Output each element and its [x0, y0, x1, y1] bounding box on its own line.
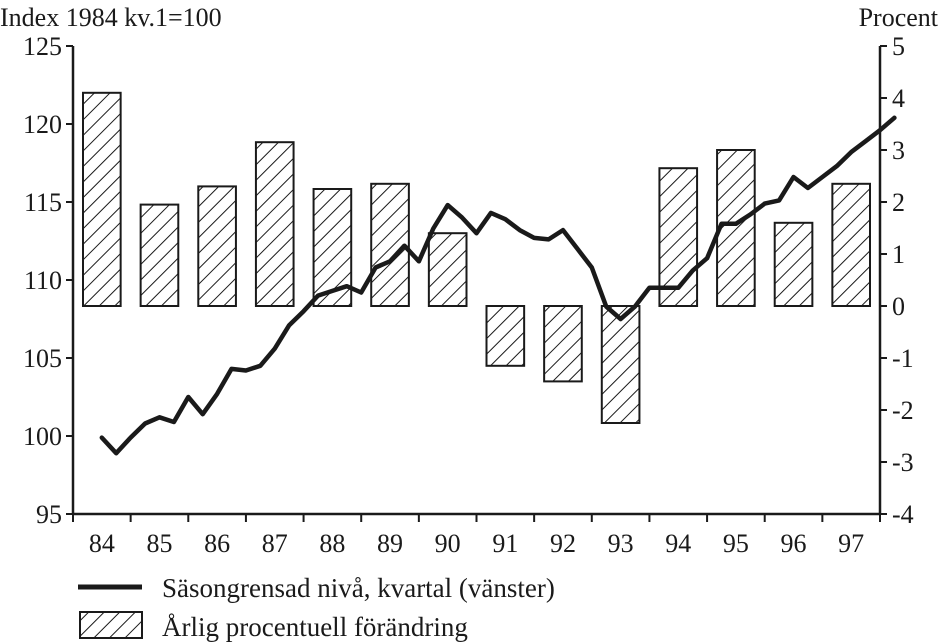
x-tick-label-90: 90 [435, 529, 461, 558]
bar-92 [543, 305, 583, 383]
legend: Säsongrensad nivå, kvartal (vänster) Årl… [78, 573, 555, 642]
left-tick-label-115: 115 [24, 188, 62, 217]
bar-97 [831, 182, 871, 307]
left-tick-label-100: 100 [23, 422, 62, 451]
x-tick-label-94: 94 [665, 529, 691, 558]
right-axis-title: Procent [859, 3, 939, 32]
bar-93 [600, 305, 641, 424]
right-tick-label--1: -1 [892, 344, 914, 373]
bar-86 [197, 185, 237, 307]
left-axis-title: Index 1984 kv.1=100 [0, 3, 222, 32]
x-tick-label-96: 96 [781, 529, 807, 558]
left-tick-label-105: 105 [23, 344, 62, 373]
left-tick-label-95: 95 [36, 500, 62, 529]
x-tick-label-86: 86 [204, 529, 230, 558]
x-tick-label-95: 95 [723, 529, 749, 558]
right-tick-label-0: 0 [892, 292, 905, 321]
right-tick-label-4: 4 [892, 84, 905, 113]
right-tick-label--2: -2 [892, 396, 914, 425]
x-tick-label-89: 89 [377, 529, 403, 558]
left-tick-label-125: 125 [23, 32, 62, 61]
bar-84 [82, 91, 122, 307]
series-line [99, 115, 897, 456]
bar-95 [716, 149, 756, 307]
right-tick-label-5: 5 [892, 32, 905, 61]
bar-88 [312, 188, 353, 307]
x-tick-label-87: 87 [262, 529, 288, 558]
x-tick-label-85: 85 [146, 529, 172, 558]
bar-96 [773, 221, 814, 307]
right-tick-label--3: -3 [892, 448, 914, 477]
right-tick-label-1: 1 [892, 240, 905, 269]
x-tick-label-88: 88 [319, 529, 345, 558]
bar-87 [254, 141, 295, 307]
legend-label-bars: Årlig procentuell förändring [162, 612, 468, 642]
right-tick-label--4: -4 [892, 500, 914, 529]
left-tick-label-120: 120 [23, 110, 62, 139]
right-tick-label-3: 3 [892, 136, 905, 165]
bar-85 [139, 203, 180, 308]
x-tick-label-92: 92 [550, 529, 576, 558]
bar-90 [427, 232, 468, 307]
x-tick-label-97: 97 [838, 529, 864, 558]
bar-94 [658, 167, 699, 307]
left-tick-label-110: 110 [24, 266, 62, 295]
legend-bar-swatch [79, 611, 143, 639]
x-tick-label-93: 93 [608, 529, 634, 558]
right-tick-label-2: 2 [892, 188, 905, 217]
x-tick-label-91: 91 [492, 529, 518, 558]
x-tick-label-84: 84 [89, 529, 115, 558]
legend-label-line: Säsongrensad nivå, kvartal (vänster) [162, 573, 555, 603]
bar-91 [485, 305, 526, 367]
